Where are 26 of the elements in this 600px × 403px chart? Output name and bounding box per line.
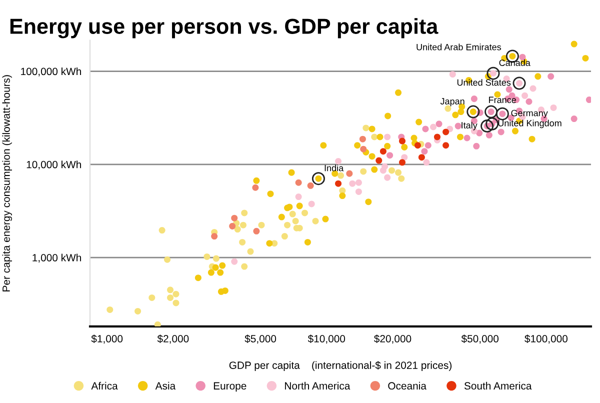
- x-tick-label: $10,000: [308, 334, 346, 344]
- y-tick-label: 1,000 kWh: [32, 254, 81, 263]
- legend-label: Africa: [91, 382, 118, 390]
- x-axis-title: GDP per capita (international-$ in 2021 prices): [229, 361, 452, 372]
- legend-label: Asia: [155, 382, 176, 390]
- x-tick-label: $2,000: [157, 334, 189, 344]
- y-tick-label: 100,000 kWh: [21, 67, 81, 76]
- annotation: France: [489, 96, 516, 104]
- x-tick-label: $1,000: [91, 334, 123, 344]
- annotation: Germany: [511, 110, 548, 118]
- x-tick-label: $5,000: [244, 334, 276, 344]
- x-tick-label: $50,000: [461, 334, 499, 344]
- annotation: Japan: [440, 98, 464, 106]
- legend-label: Oceania: [388, 382, 426, 390]
- x-tick-label: $20,000: [374, 334, 412, 344]
- y-axis-title: Per capita energy consumption (kilowatt-hours): [2, 75, 12, 292]
- legend-label: North America: [285, 382, 350, 390]
- legend-label: Europe: [214, 382, 246, 392]
- x-tick-label: $100,000: [524, 334, 568, 344]
- annotation: United States: [457, 79, 511, 86]
- y-tick-label: 10,000 kWh: [26, 160, 81, 170]
- annotation: India: [324, 164, 344, 172]
- legend-label: South America: [464, 382, 532, 390]
- chart-title: Energy use per person vs. GDP per capita: [10, 18, 438, 38]
- annotation: United Arab Emirates: [416, 44, 502, 50]
- annotation: Italy: [462, 122, 478, 130]
